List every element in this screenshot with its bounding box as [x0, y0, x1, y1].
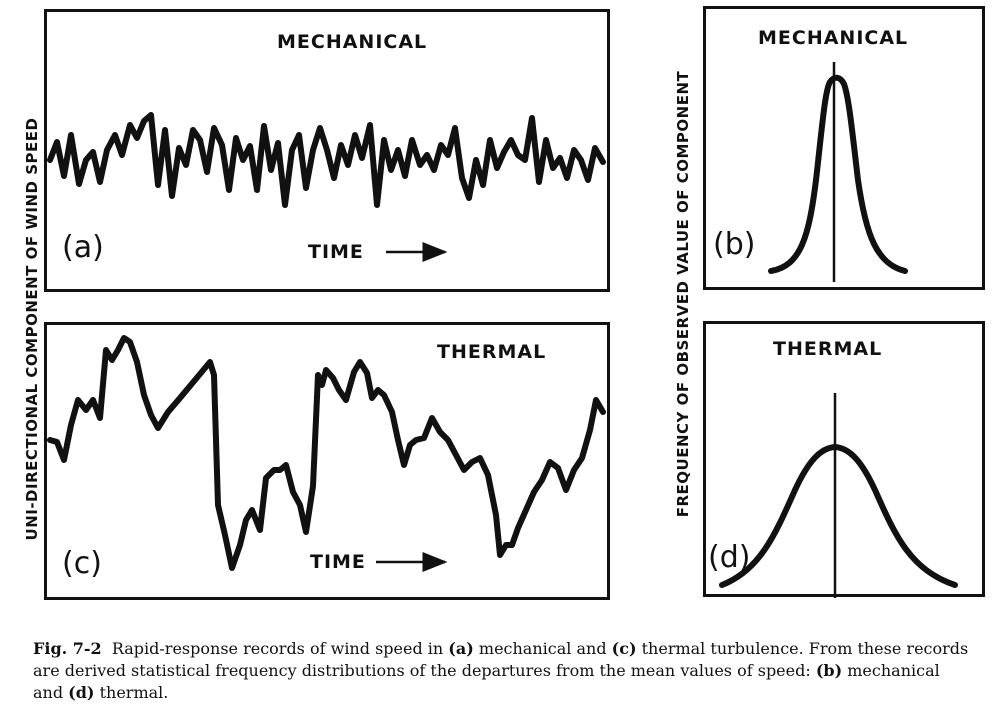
panel-c-time-label: TIME: [310, 551, 366, 573]
panel-b-title: MECHANICAL: [758, 27, 909, 49]
caption-ref-d: (d): [68, 683, 95, 702]
panel-c-tag: (c): [62, 546, 102, 581]
caption-text-5: thermal.: [94, 683, 169, 702]
caption-text-1: Rapid-response records of wind speed in: [111, 639, 449, 658]
caption-text-3: thermal turbulence. From these records a…: [33, 639, 969, 680]
caption-text-2: mechanical and: [473, 639, 612, 658]
figure-caption: Fig. 7-2 Rapid-response records of wind …: [33, 638, 973, 704]
panel-b-distribution-curve: [768, 74, 908, 274]
panel-b-tag: (b): [713, 227, 756, 262]
panel-d-title: THERMAL: [773, 338, 883, 360]
panel-a-tag: (a): [62, 230, 104, 265]
caption-ref-a: (a): [448, 639, 474, 658]
panel-d-thermal-distribution: [703, 321, 985, 597]
caption-ref-b: (b): [815, 661, 843, 680]
panel-a-title: MECHANICAL: [277, 31, 428, 53]
panel-b-mechanical-distribution: [703, 6, 985, 290]
caption-figure-number: Fig. 7-2: [33, 639, 102, 658]
panel-a-wind-trace: [47, 112, 606, 208]
panel-d-distribution-curve: [719, 443, 958, 588]
caption-ref-c: (c): [611, 639, 637, 658]
panel-a-time-label: TIME: [308, 241, 364, 263]
panel-c-title: THERMAL: [437, 341, 547, 363]
panel-c-wind-trace: [47, 335, 606, 571]
caption-text-4: mechanical and: [33, 661, 940, 702]
